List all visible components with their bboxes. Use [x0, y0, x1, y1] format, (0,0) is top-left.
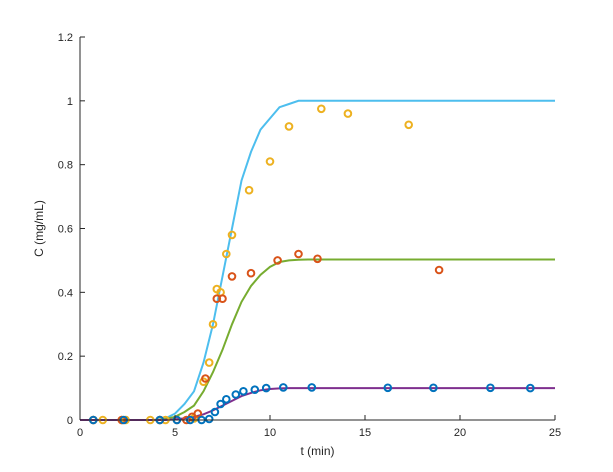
y-tick-label: 0 — [67, 415, 73, 427]
y-tick-label: 0.6 — [58, 224, 73, 236]
data-point — [222, 395, 231, 404]
y-tick-label: 1.2 — [58, 32, 73, 44]
x-tick-label: 0 — [77, 427, 83, 439]
data-point — [261, 383, 271, 393]
data-point — [227, 230, 237, 240]
data-point — [204, 414, 214, 424]
x-axis-label: t (min) — [301, 444, 335, 458]
x-tick-label: 15 — [359, 427, 371, 439]
data-point — [486, 383, 495, 393]
data-point — [246, 268, 256, 278]
data-point — [201, 374, 210, 383]
data-point — [317, 104, 326, 114]
data-point — [265, 157, 275, 166]
axes: 0 5 10 15 20 25 0 0.2 0.4 0.6 0.8 1 1.2 — [58, 32, 561, 439]
data-point — [227, 272, 237, 281]
data-point — [273, 256, 282, 265]
series-line — [80, 387, 555, 421]
data-point — [193, 409, 203, 418]
series-3 — [80, 387, 555, 421]
data-point — [429, 383, 438, 393]
data-point — [294, 249, 303, 259]
y-tick-label: 0.2 — [58, 351, 73, 363]
series-6 — [89, 383, 535, 425]
data-point — [404, 120, 414, 130]
data-point — [216, 399, 225, 409]
data-point — [284, 122, 294, 131]
data-point — [526, 383, 535, 393]
data-point — [204, 358, 214, 367]
y-tick-label: 1 — [67, 96, 73, 108]
data-point — [244, 185, 254, 195]
plot-area — [80, 99, 555, 425]
data-point — [222, 249, 231, 259]
x-tick-label: 5 — [172, 427, 178, 439]
series-layer — [80, 99, 555, 425]
x-ticks: 0 5 10 15 20 25 — [77, 415, 561, 439]
data-point — [279, 383, 288, 392]
y-ticks: 0 0.2 0.4 0.6 0.8 1 1.2 — [58, 32, 85, 427]
data-point — [210, 407, 220, 417]
data-point — [250, 385, 260, 395]
data-point — [218, 294, 227, 304]
y-axis-label: C (mg/mL) — [32, 200, 46, 257]
data-point — [307, 383, 317, 392]
y-tick-label: 0.4 — [58, 287, 73, 299]
y-tick-label: 0.8 — [58, 160, 73, 172]
data-point — [383, 383, 393, 393]
series-2 — [80, 258, 555, 421]
x-tick-label: 10 — [264, 427, 276, 439]
data-point — [313, 254, 322, 264]
data-point — [434, 265, 444, 275]
x-tick-label: 25 — [549, 427, 561, 439]
data-point — [208, 320, 218, 329]
data-point — [239, 387, 248, 396]
data-point — [231, 390, 241, 399]
data-point — [343, 109, 353, 118]
series-line — [80, 258, 555, 421]
series-5 — [89, 249, 444, 425]
x-tick-label: 20 — [454, 427, 466, 439]
